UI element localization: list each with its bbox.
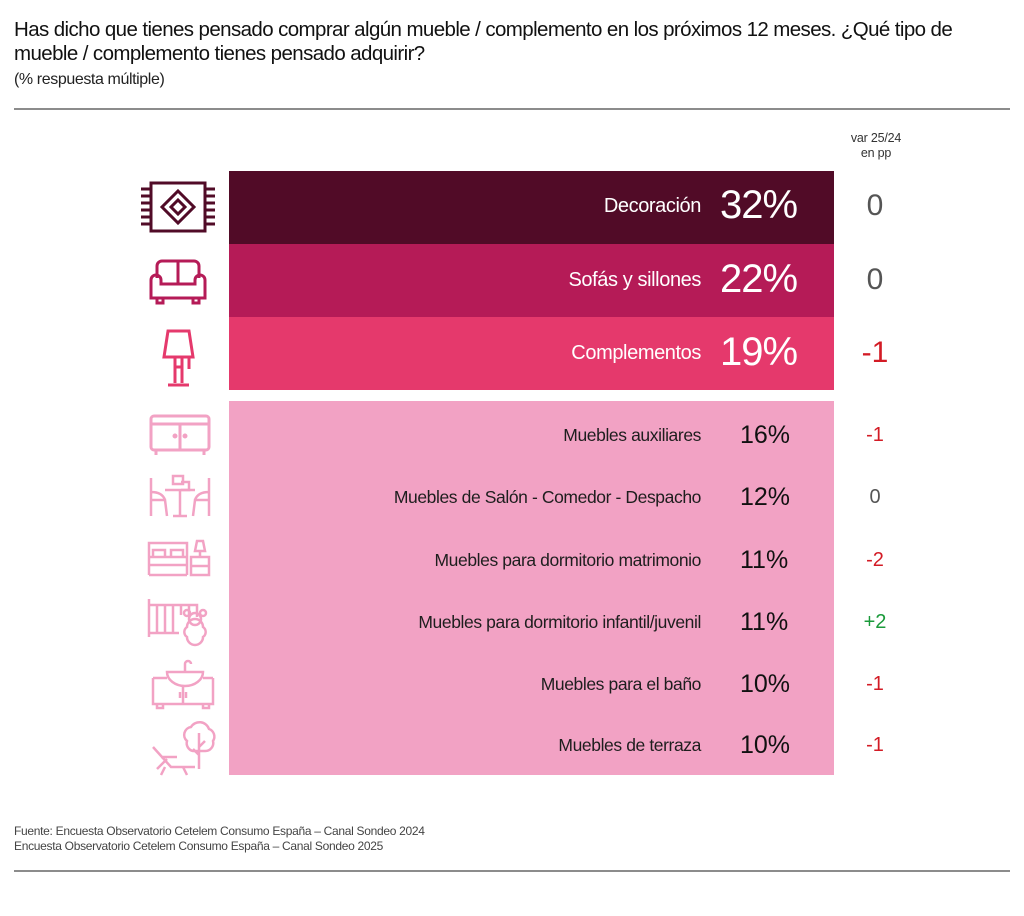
row-variation: -1 <box>861 336 889 369</box>
chart-title: Has dicho que tienes pensado comprar alg… <box>14 18 953 65</box>
row-label: Muebles para dormitorio matrimonio <box>434 550 701 570</box>
bar-row-1 <box>229 244 834 317</box>
var-header-line1: var 25/24 <box>850 131 902 145</box>
deck-chair-tree-icon <box>137 719 219 777</box>
row-variation: -2 <box>866 549 884 571</box>
chart-subtitle: (% respuesta múltiple) <box>14 71 165 88</box>
row-value: 22% <box>720 257 798 301</box>
row-variation: 0 <box>866 189 884 222</box>
lamp-icon <box>137 327 219 391</box>
row-value: 16% <box>740 421 791 449</box>
row-value: 12% <box>740 483 791 511</box>
bar-row-0 <box>229 171 834 244</box>
bar-rest-block <box>229 401 834 775</box>
row-variation: +2 <box>863 611 887 633</box>
row-value: 10% <box>740 670 791 698</box>
row-label: Decoración <box>603 195 702 217</box>
crib-teddy-icon <box>137 597 219 649</box>
var-column-header: var 25/24 en pp <box>836 131 916 161</box>
row-label: Muebles para dormitorio infantil/juvenil <box>418 612 701 632</box>
row-label: Muebles auxiliares <box>563 425 701 445</box>
row-value: 32% <box>720 183 798 227</box>
top-divider <box>14 108 1010 110</box>
row-label: Complementos <box>571 342 701 364</box>
source-line-1: Fuente: Encuesta Observatorio Cetelem Co… <box>14 824 425 838</box>
rug-icon <box>137 179 219 235</box>
bar-row-2 <box>229 317 834 390</box>
bathroom-sink-icon <box>137 658 219 710</box>
row-label: Muebles de Salón - Comedor - Despacho <box>393 487 702 507</box>
row-label: Muebles para el baño <box>540 674 702 694</box>
sideboard-icon <box>137 410 219 458</box>
sofa-icon <box>137 254 219 310</box>
row-variation: -1 <box>866 673 884 695</box>
row-variation: -1 <box>866 734 884 756</box>
dining-table-icon <box>137 472 219 520</box>
row-variation: 0 <box>869 486 881 508</box>
bottom-divider <box>14 870 1010 872</box>
row-value: 10% <box>740 731 791 759</box>
row-value: 19% <box>720 330 798 374</box>
row-value: 11% <box>740 608 789 636</box>
row-variation: -1 <box>866 424 884 446</box>
var-header-line2: en pp <box>860 146 892 160</box>
source-line-2: Encuesta Observatorio Cetelem Consumo Es… <box>14 839 384 853</box>
row-label: Sofás y sillones <box>568 269 701 291</box>
row-label: Muebles de terraza <box>558 735 701 755</box>
source-note: Fuente: Encuesta Observatorio Cetelem Co… <box>14 824 425 854</box>
row-variation: 0 <box>866 263 884 296</box>
double-bed-icon <box>137 535 219 583</box>
row-value: 11% <box>740 546 789 574</box>
